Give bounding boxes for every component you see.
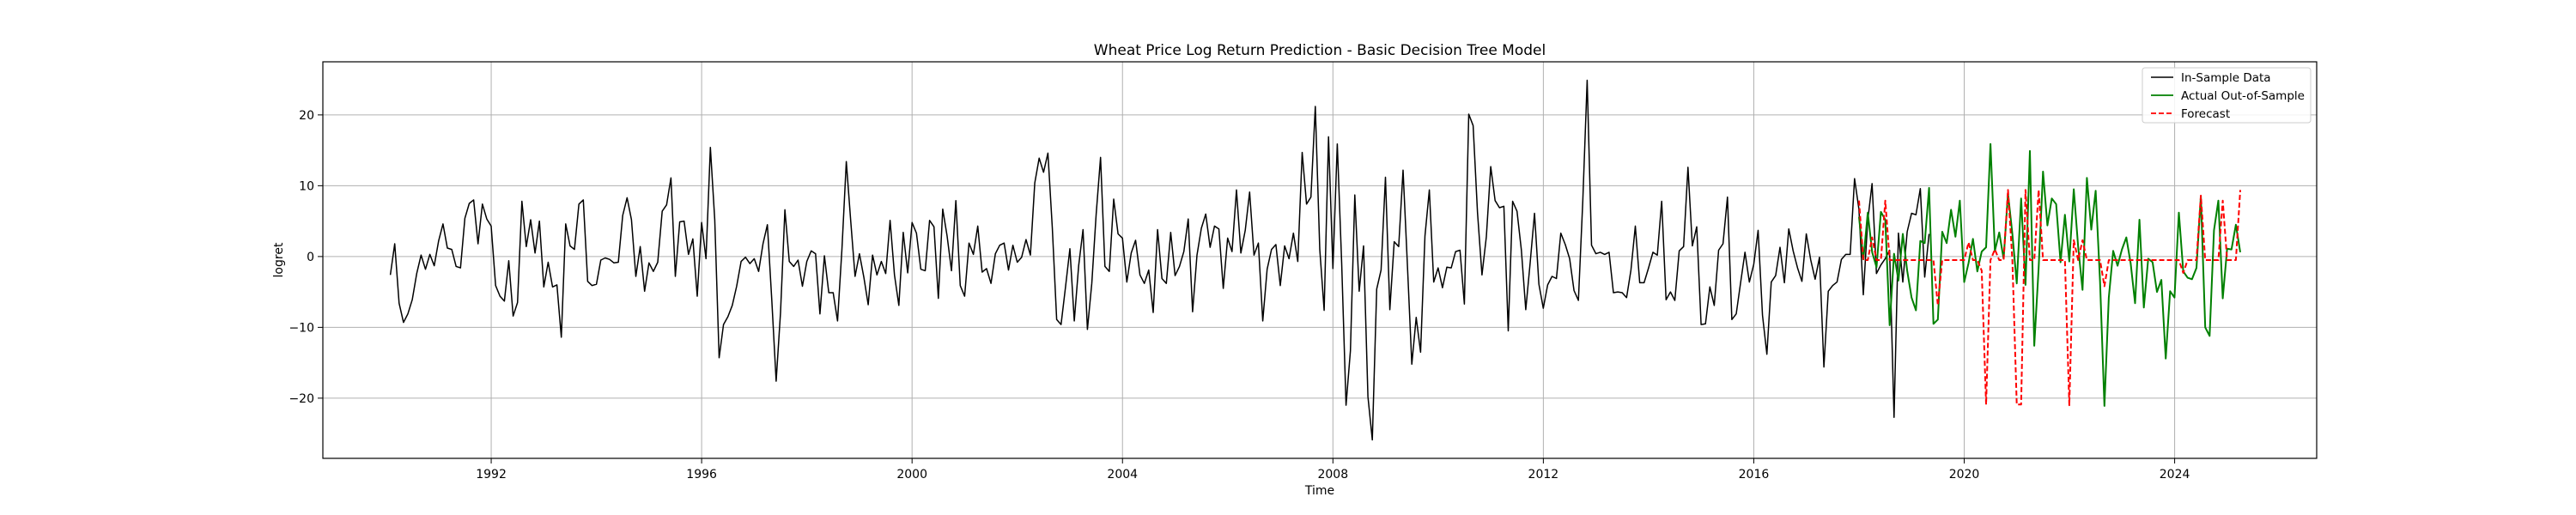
axis-ticks: 1992 1996 2000 2004 2008 2012 2016 2020 2024 −20 −… bbox=[289, 109, 2190, 482]
x-tick-label: 2024 bbox=[2160, 468, 2190, 482]
y-tick-label: 0 bbox=[307, 251, 314, 264]
series-lines bbox=[389, 79, 2241, 441]
x-tick-label: 2008 bbox=[1317, 468, 1348, 482]
x-tick-label: 2020 bbox=[1949, 468, 1980, 482]
plot-area-frame bbox=[322, 61, 2318, 459]
y-tick-label: 10 bbox=[299, 179, 314, 193]
x-tick-label: 1992 bbox=[476, 468, 507, 482]
x-tick-label: 2004 bbox=[1107, 468, 1138, 482]
legend-label-actual: Actual Out-of-Sample bbox=[2181, 89, 2305, 103]
chart-title: Wheat Price Log Return Prediction - Basi… bbox=[1094, 42, 1546, 59]
actual-out-of-sample-line bbox=[1858, 142, 2241, 407]
y-tick-label: −10 bbox=[289, 321, 314, 335]
y-axis-label: logret bbox=[272, 242, 286, 277]
legend-box bbox=[2142, 67, 2312, 124]
x-tick-label: 2016 bbox=[1739, 468, 1770, 482]
forecast-line bbox=[1858, 189, 2241, 407]
legend: In-Sample Data Actual Out-of-Sample Fore… bbox=[2142, 67, 2312, 124]
x-tick-label: 2000 bbox=[896, 468, 927, 482]
legend-label-forecast: Forecast bbox=[2181, 107, 2230, 121]
y-tick-label: −20 bbox=[289, 392, 314, 406]
in-sample-line bbox=[389, 79, 1930, 441]
legend-label-in-sample: In-Sample Data bbox=[2181, 71, 2271, 85]
y-tick-label: 20 bbox=[299, 109, 314, 123]
x-axis-label: Time bbox=[1304, 484, 1334, 498]
x-tick-label: 2012 bbox=[1528, 468, 1559, 482]
x-tick-label: 1996 bbox=[686, 468, 717, 482]
grid-lines bbox=[323, 62, 2317, 458]
